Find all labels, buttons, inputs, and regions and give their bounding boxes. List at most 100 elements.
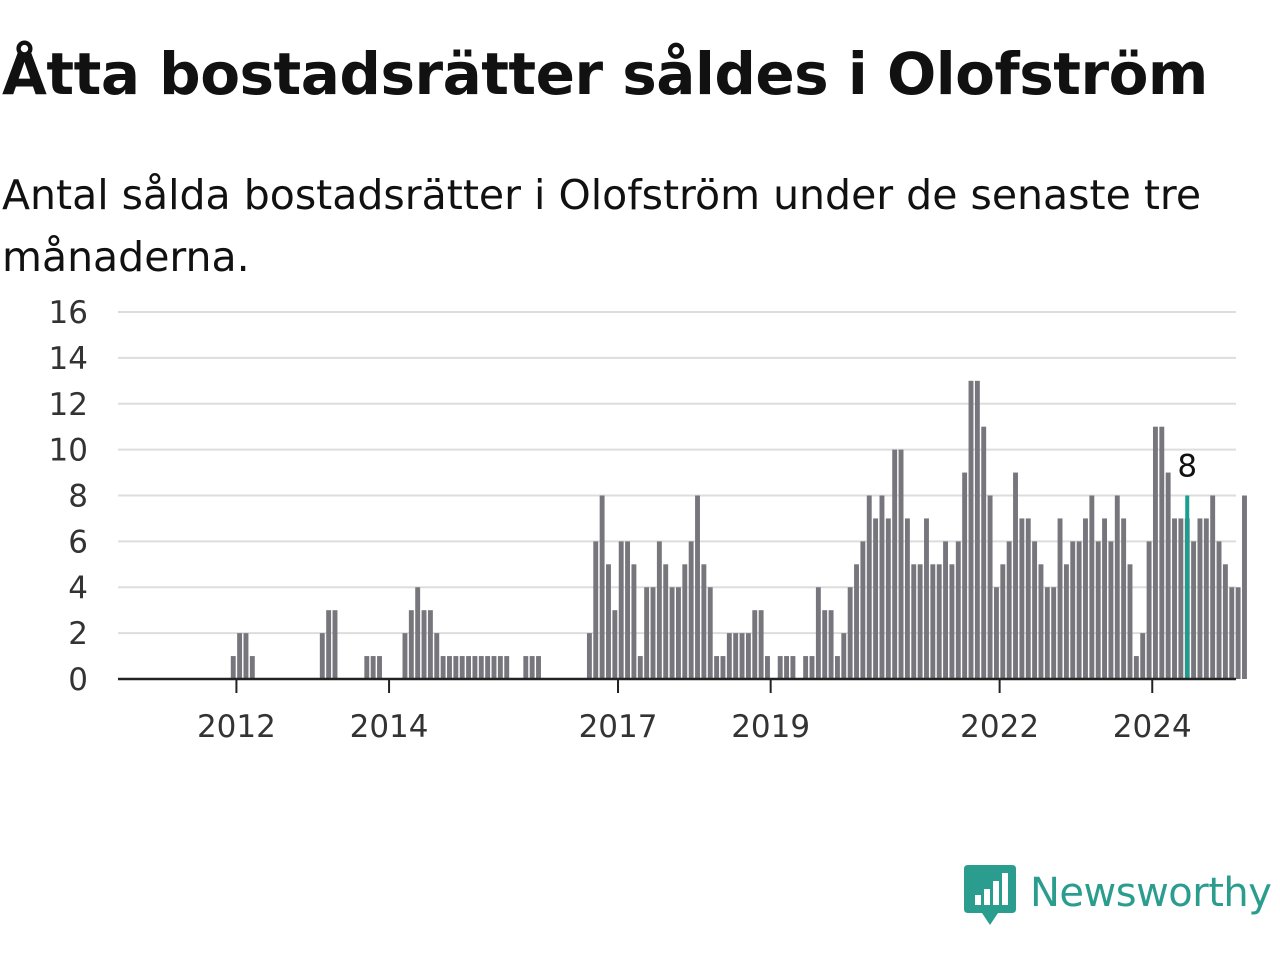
bar [790, 656, 796, 679]
bar [1140, 633, 1146, 680]
y-tick-label: 10 [49, 433, 88, 469]
y-tick-label: 2 [68, 616, 88, 652]
bar [1229, 587, 1235, 679]
bar [230, 656, 236, 679]
bar [491, 656, 497, 679]
bar [536, 656, 541, 679]
bar [1133, 656, 1139, 679]
bar [1070, 541, 1076, 680]
bar [815, 587, 821, 679]
bar [402, 633, 408, 680]
bar [949, 564, 955, 679]
bar [720, 656, 726, 679]
bar [866, 495, 872, 679]
bar [447, 656, 452, 679]
bar [777, 656, 783, 679]
bar [675, 587, 681, 679]
bar [434, 633, 440, 680]
bar [1114, 495, 1120, 679]
bar [472, 656, 478, 679]
bar [663, 564, 669, 679]
bar [707, 587, 713, 679]
bar [873, 518, 879, 679]
bar [637, 656, 643, 679]
newsworthy-logo: Newsworthy [964, 864, 1272, 928]
bar [943, 541, 949, 680]
bar [485, 656, 491, 679]
bar [924, 518, 929, 679]
bar [1159, 426, 1165, 679]
bar [644, 587, 650, 679]
bar [898, 449, 904, 680]
bar [377, 656, 382, 679]
highlight-bar [1185, 495, 1190, 679]
bar [1000, 564, 1006, 679]
y-tick-label: 6 [68, 524, 88, 560]
bar [478, 656, 484, 679]
bar [1083, 518, 1088, 679]
newsworthy-bar-chart-icon [964, 865, 1016, 925]
bar [1146, 541, 1152, 680]
bar [1165, 472, 1171, 679]
bar [726, 633, 732, 680]
bar [892, 449, 898, 680]
bar [701, 564, 707, 679]
bar [523, 656, 529, 679]
bar [745, 633, 751, 680]
bar [504, 656, 510, 679]
bar [1013, 472, 1018, 679]
page-subtitle: Antal sålda bostadsrätter i Olofström un… [2, 171, 1202, 281]
y-tick-label: 14 [49, 341, 88, 377]
bar [1172, 518, 1177, 679]
bar [1222, 564, 1228, 679]
bar [739, 633, 745, 680]
bar [606, 564, 611, 679]
bar [1242, 495, 1247, 679]
bar [631, 564, 637, 679]
bar [453, 656, 459, 679]
bar [237, 633, 243, 680]
bar [828, 610, 834, 679]
bar [1235, 587, 1241, 679]
bar [752, 610, 758, 679]
bar [415, 587, 421, 679]
bar [427, 610, 433, 679]
bar [1063, 564, 1069, 679]
bar [408, 610, 414, 679]
x-tick-label: 2024 [1113, 709, 1192, 745]
bar [1203, 518, 1209, 679]
bar [319, 633, 325, 680]
x-tick-label: 2019 [731, 709, 810, 745]
bar [1051, 587, 1057, 679]
bar [1095, 541, 1101, 680]
bar [962, 472, 968, 679]
bar [332, 610, 338, 679]
bar [1032, 541, 1038, 680]
bar [974, 380, 980, 679]
bar [854, 564, 859, 679]
bar [529, 656, 535, 679]
bar [688, 541, 694, 680]
bar [695, 495, 700, 679]
bar [1057, 518, 1063, 679]
bar [784, 656, 790, 679]
bar [1089, 495, 1095, 679]
bar [834, 656, 840, 679]
y-tick-label: 8 [68, 479, 88, 515]
bar [904, 518, 910, 679]
x-tick-label: 2012 [197, 709, 276, 745]
x-tick-label: 2022 [960, 709, 1039, 745]
bar [1121, 518, 1127, 679]
bar [1102, 518, 1108, 679]
y-tick-label: 12 [49, 387, 88, 423]
bar [656, 541, 662, 680]
highlight-value-label: 8 [1177, 449, 1197, 485]
bar [1108, 541, 1114, 680]
y-tick-label: 4 [68, 570, 88, 606]
bar [809, 656, 815, 679]
bar [714, 656, 720, 679]
x-tick-label: 2017 [579, 709, 658, 745]
bar [669, 587, 675, 679]
bar [249, 656, 255, 679]
bar [370, 656, 376, 679]
